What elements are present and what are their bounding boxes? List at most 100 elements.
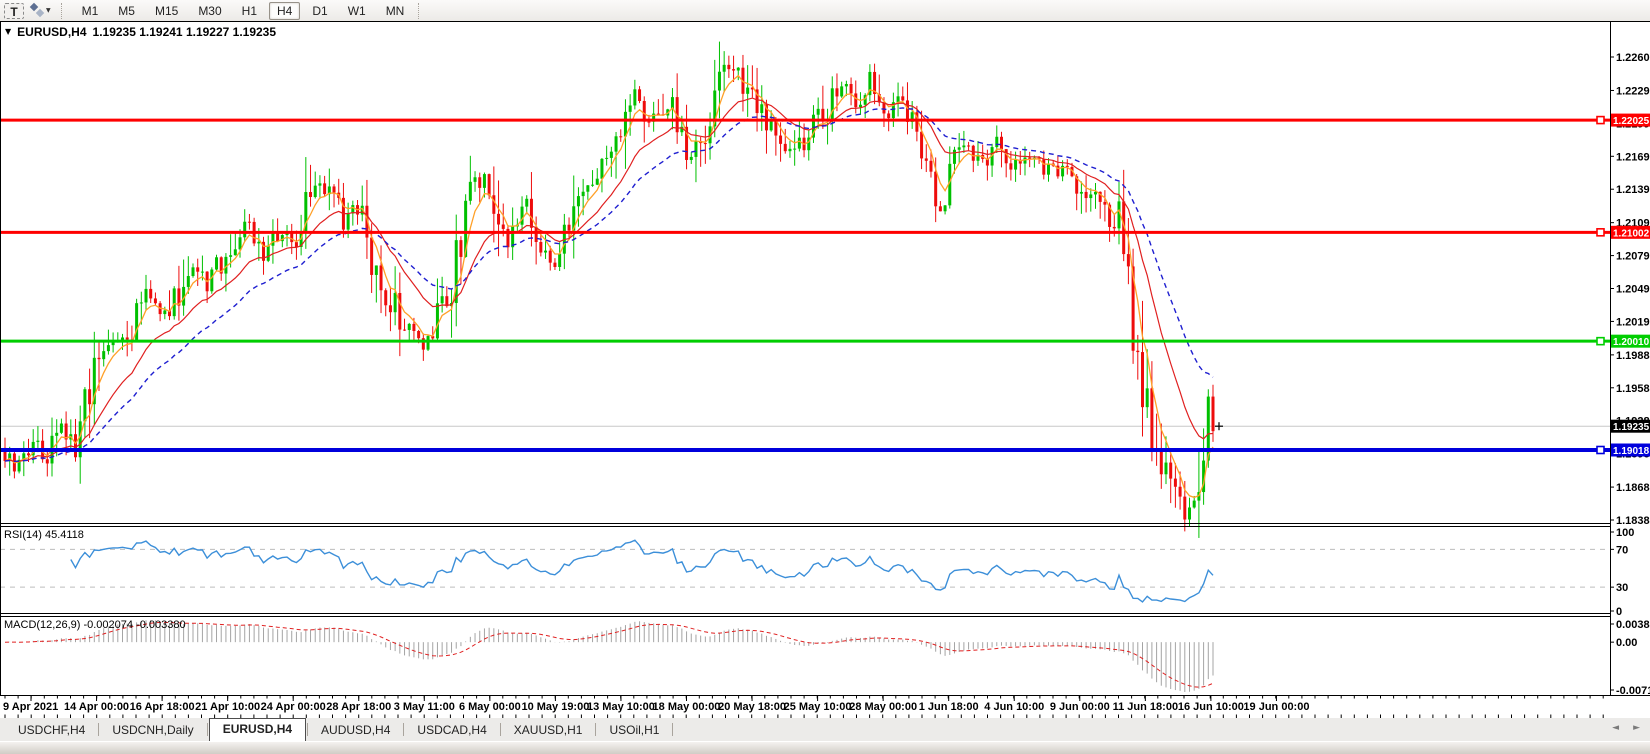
chart-tab-usoil-h1[interactable]: USOil,H1 — [609, 723, 660, 737]
tab-separator — [499, 723, 501, 736]
candles — [3, 41, 1215, 538]
moving-averages — [4, 74, 1214, 499]
rsi-axis[interactable]: 100 70 30 0 — [1610, 527, 1634, 618]
tab-separator — [595, 723, 597, 736]
svg-text:21 Apr 10:00: 21 Apr 10:00 — [195, 701, 260, 713]
chart-tab-bar: USDCHF,H4 USDCNH,Daily EURUSD,H4 AUDUSD,H4 U… — [0, 718, 1650, 741]
macd-indicator-label: MACD(12,26,9) -0.002074 -0.003380 — [4, 619, 186, 631]
dropdown-caret-icon: ▼ — [46, 7, 51, 14]
tab-separator — [98, 723, 100, 736]
chart-tab-usdcad-h4[interactable]: USDCAD,H4 — [417, 723, 487, 737]
macd-axis[interactable]: 0.003873 0.00 -0.00719 — [1610, 619, 1650, 697]
svg-text:1.20790: 1.20790 — [1616, 251, 1650, 263]
svg-text:4 Jun 10:00: 4 Jun 10:00 — [984, 701, 1044, 713]
time-axis[interactable]: 9 Apr 2021 14 Apr 00:00 16 Apr 18:00 21 Apr… — [3, 695, 1604, 719]
svg-text:-0.00719: -0.00719 — [1616, 685, 1650, 697]
svg-text:28 Apr 18:00: 28 Apr 18:00 — [326, 701, 391, 713]
svg-text:0.00: 0.00 — [1616, 637, 1637, 649]
macd-panel — [4, 620, 1214, 692]
chart-window: 1.226001.222951.219951.216951.213951.210… — [0, 21, 1650, 718]
svg-text:30: 30 — [1616, 582, 1628, 594]
svg-text:11 Jun 18:00: 11 Jun 18:00 — [1113, 701, 1178, 713]
timeframe-button-m5[interactable]: M5 — [118, 3, 135, 18]
panel-borders — [0, 21, 1650, 696]
svg-text:1.19018: 1.19018 — [1613, 446, 1650, 457]
svg-text:1.21002: 1.21002 — [1613, 228, 1650, 239]
timeframe-button-w1[interactable]: W1 — [347, 3, 366, 18]
toolbar: T ▼ M1 M5 M15 M30 H1 H4 D1 W1 MN — [0, 0, 1650, 21]
toolbar-separator — [418, 2, 425, 19]
tab-separator — [307, 723, 309, 736]
svg-text:1.18380: 1.18380 — [1616, 515, 1650, 527]
svg-text:1.21695: 1.21695 — [1616, 151, 1650, 163]
svg-text:14 Apr 00:00: 14 Apr 00:00 — [64, 701, 129, 713]
svg-text:28 May 00:00: 28 May 00:00 — [849, 701, 917, 713]
chart-title: ▼ EURUSD,H4 1.19235 1.19241 1.19227 1.19… — [5, 25, 276, 39]
timeframe-button-m1[interactable]: M1 — [81, 3, 99, 18]
svg-text:19 Jun 00:00: 19 Jun 00:00 — [1243, 701, 1309, 713]
svg-text:9 Jun 00:00: 9 Jun 00:00 — [1050, 701, 1110, 713]
svg-text:70: 70 — [1616, 544, 1628, 556]
chart-tab-usdcnh-daily[interactable]: USDCNH,Daily — [112, 723, 194, 737]
chart-title-symbol: EURUSD,H4 — [17, 25, 87, 39]
svg-text:1.22025: 1.22025 — [1613, 116, 1650, 127]
cursor-style-icon — [29, 2, 45, 18]
toolbar-separator — [60, 2, 68, 19]
chart-tab-eurusd-h4[interactable]: EURUSD,H4 — [208, 718, 307, 741]
rsi-panel — [0, 539, 1610, 603]
cursor-style-button[interactable]: ▼ — [26, 2, 56, 19]
tab-scroll-left-icon[interactable]: ◄ — [1612, 723, 1620, 733]
chart-tab-usdchf-h4[interactable]: USDCHF,H4 — [18, 723, 86, 737]
timeframe-button-m30[interactable]: M30 — [198, 3, 222, 18]
svg-text:0: 0 — [1616, 606, 1622, 618]
tab-separator — [672, 723, 674, 736]
svg-text:1.21395: 1.21395 — [1616, 184, 1650, 196]
svg-text:20 May 18:00: 20 May 18:00 — [718, 701, 786, 713]
timeframe-button-mn[interactable]: MN — [385, 3, 405, 18]
svg-text:1.20190: 1.20190 — [1616, 316, 1650, 328]
svg-text:1.22295: 1.22295 — [1616, 85, 1650, 97]
svg-text:1.20490: 1.20490 — [1616, 284, 1650, 296]
text-tool-button[interactable]: T — [4, 2, 24, 19]
svg-text:1.22600: 1.22600 — [1616, 52, 1650, 64]
svg-text:24 Apr 00:00: 24 Apr 00:00 — [261, 701, 326, 713]
tab-separator — [206, 723, 208, 736]
timeframe-button-d1[interactable]: D1 — [312, 3, 328, 18]
chart-title-ohlc: 1.19235 1.19241 1.19227 1.19235 — [92, 25, 277, 39]
chart-tabs: USDCHF,H4 USDCNH,Daily EURUSD,H4 AUDUSD,H4 U… — [6, 718, 674, 741]
timeframe-button-h4[interactable]: H4 — [269, 1, 301, 20]
svg-text:13 May 10:00: 13 May 10:00 — [587, 701, 655, 713]
current-price-marker — [1215, 422, 1223, 431]
chart-canvas[interactable]: 1.226001.222951.219951.216951.213951.210… — [0, 21, 1650, 718]
tab-scroll-arrows: ◄ ► — [1612, 723, 1640, 733]
tab-separator — [403, 723, 405, 736]
svg-text:1.18680: 1.18680 — [1616, 482, 1650, 494]
timeframe-group: M1 M5 M15 M30 H1 H4 D1 W1 MN — [72, 1, 415, 20]
svg-text:3 May 11:00: 3 May 11:00 — [394, 701, 455, 713]
svg-text:6 May 00:00: 6 May 00:00 — [459, 701, 521, 713]
timeframe-button-h1[interactable]: H1 — [241, 3, 257, 18]
svg-text:1.19885: 1.19885 — [1616, 350, 1650, 362]
svg-text:16 Apr 18:00: 16 Apr 18:00 — [130, 701, 195, 713]
horizontal-lines[interactable] — [0, 115, 1610, 455]
rsi-indicator-label: RSI(14) 45.4118 — [4, 529, 84, 541]
svg-text:0.003873: 0.003873 — [1616, 619, 1650, 631]
status-bar — [0, 741, 1650, 754]
svg-text:10 May 19:00: 10 May 19:00 — [521, 701, 589, 713]
svg-text:16 Jun 10:00: 16 Jun 10:00 — [1178, 701, 1244, 713]
svg-text:1.19585: 1.19585 — [1616, 383, 1650, 395]
chart-dropdown-icon[interactable]: ▼ — [5, 27, 12, 36]
timeframe-button-m15[interactable]: M15 — [154, 3, 179, 18]
chart-tab-xauusd-h1[interactable]: XAUUSD,H1 — [513, 723, 583, 737]
svg-text:9 Apr 2021: 9 Apr 2021 — [3, 701, 58, 713]
svg-text:1 Jun 18:00: 1 Jun 18:00 — [919, 701, 979, 713]
chart-tab-audusd-h4[interactable]: AUDUSD,H4 — [321, 723, 391, 737]
svg-text:25 May 10:00: 25 May 10:00 — [784, 701, 852, 713]
tab-scroll-right-icon[interactable]: ► — [1633, 723, 1640, 733]
svg-text:1.20010: 1.20010 — [1613, 337, 1650, 348]
svg-text:100: 100 — [1616, 527, 1634, 539]
price-axis[interactable]: 1.226001.222951.219951.216951.213951.210… — [1610, 52, 1650, 527]
svg-text:18 May 00:00: 18 May 00:00 — [653, 701, 721, 713]
svg-text:1.19235: 1.19235 — [1613, 422, 1650, 433]
